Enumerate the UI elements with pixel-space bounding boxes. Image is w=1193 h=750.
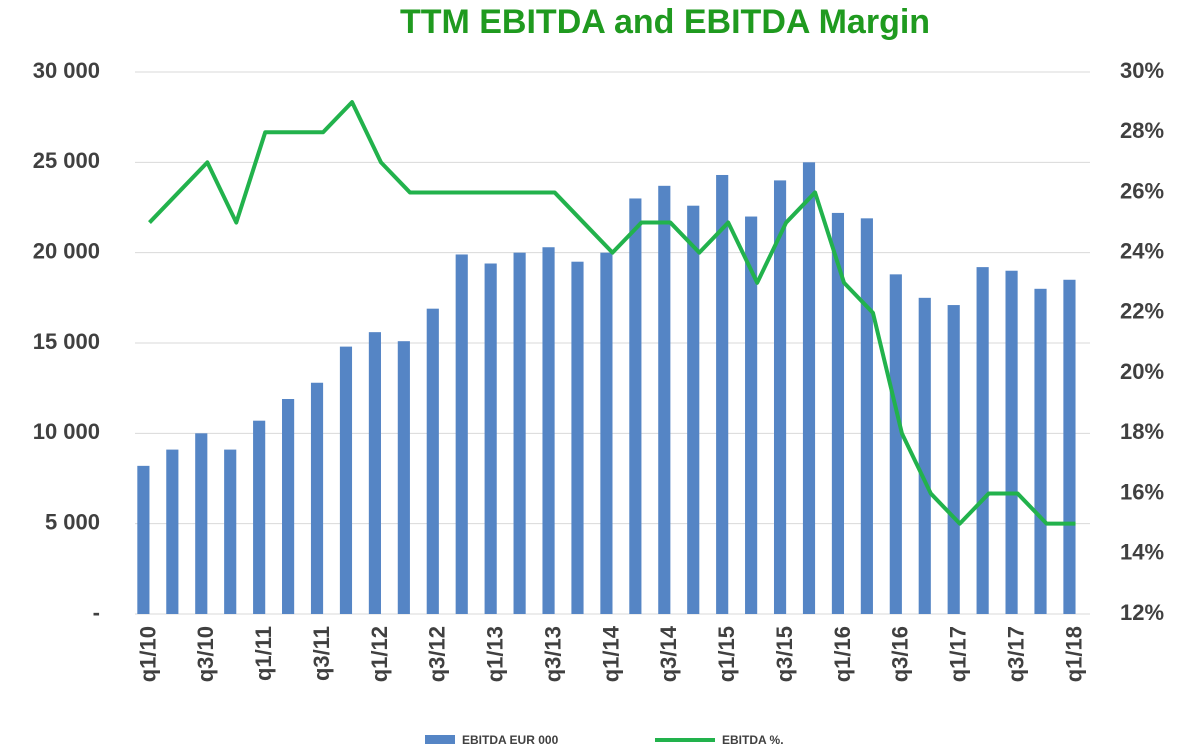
y-tick-label: 5 000	[45, 509, 100, 534]
y2-tick-label: 24%	[1120, 238, 1164, 263]
y2-tick-label: 26%	[1120, 178, 1164, 203]
bar	[716, 174, 729, 615]
bar	[253, 420, 266, 614]
bar	[368, 332, 381, 614]
y2-tick-label: 16%	[1120, 479, 1164, 504]
bar	[1034, 288, 1047, 614]
chart-title: TTM EBITDA and EBITDA Margin	[400, 3, 930, 41]
legend-swatch	[425, 735, 455, 744]
y2-tick-label: 28%	[1120, 118, 1164, 143]
bar	[629, 198, 642, 614]
y2-tick-label: 12%	[1120, 600, 1164, 625]
x-tick-label: q3/17	[1003, 626, 1028, 682]
bar	[600, 252, 613, 614]
y-tick-label: 10 000	[33, 419, 100, 444]
bar	[571, 261, 584, 614]
bar	[1005, 270, 1018, 614]
bar	[426, 308, 439, 614]
x-tick-label: q3/15	[772, 626, 797, 682]
y-tick-label: 20 000	[33, 238, 100, 263]
x-tick-label: q1/13	[483, 626, 508, 682]
bar	[282, 399, 295, 614]
x-tick-label: q1/15	[714, 626, 739, 682]
legend-label: EBITDA %.	[722, 733, 784, 747]
bar	[745, 216, 758, 615]
bar	[455, 254, 468, 614]
bar	[802, 162, 816, 615]
bar	[976, 267, 989, 614]
y-tick-label: -	[93, 600, 100, 625]
bar	[831, 212, 845, 615]
x-tick-label: q3/10	[193, 626, 218, 682]
y-tick-label: 25 000	[33, 148, 100, 173]
y-tick-label: 15 000	[33, 329, 100, 354]
bar	[1063, 279, 1076, 614]
bar	[773, 180, 787, 614]
bar	[513, 252, 526, 614]
x-tick-label: q1/10	[135, 626, 160, 682]
bar	[137, 465, 150, 614]
bar	[542, 247, 555, 614]
y2-tick-label: 22%	[1120, 299, 1164, 324]
bar	[484, 263, 497, 614]
legend-label: EBITDA EUR 000	[462, 733, 559, 747]
bar	[918, 297, 931, 614]
y2-tick-label: 20%	[1120, 359, 1164, 384]
x-tick-label: q3/14	[656, 625, 681, 682]
x-tick-label: q1/14	[598, 625, 623, 682]
x-tick-label: q1/18	[1061, 626, 1086, 682]
y2-tick-label: 30%	[1120, 58, 1164, 83]
x-tick-label: q1/12	[367, 626, 392, 682]
bar	[889, 274, 902, 614]
y2-tick-label: 14%	[1120, 540, 1164, 565]
bar	[397, 341, 410, 614]
line	[148, 100, 1076, 526]
bar	[166, 449, 179, 614]
x-tick-label: q3/11	[309, 626, 334, 681]
x-tick-label: q1/17	[946, 626, 971, 682]
bar	[687, 205, 700, 614]
y2-tick-label: 18%	[1120, 419, 1164, 444]
bar	[224, 449, 237, 614]
bar	[947, 305, 960, 614]
x-tick-label: q1/16	[830, 626, 855, 682]
x-tick-label: q1/11	[251, 626, 276, 681]
bar	[658, 185, 671, 614]
bar	[310, 382, 324, 614]
bar	[860, 218, 873, 614]
bar	[195, 433, 208, 614]
y-tick-label: 30 000	[33, 58, 100, 83]
x-tick-label: q3/16	[888, 626, 913, 682]
x-tick-label: q3/12	[425, 626, 450, 682]
bar	[339, 346, 353, 614]
x-tick-label: q3/13	[540, 626, 565, 682]
